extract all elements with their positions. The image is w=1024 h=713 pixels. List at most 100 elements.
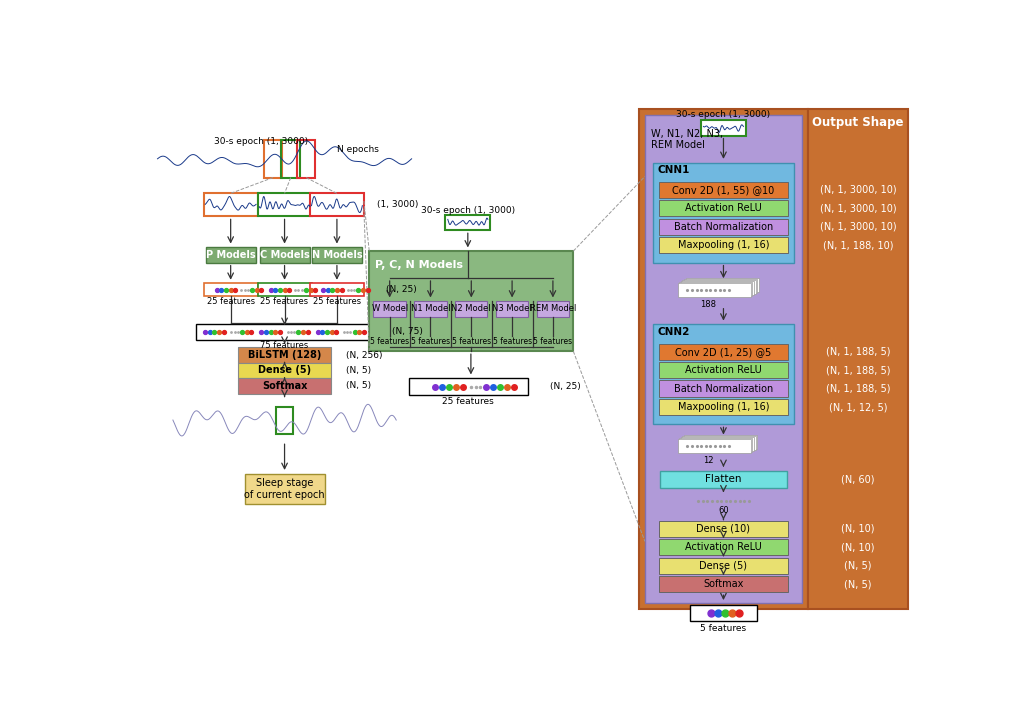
Text: 5 features: 5 features (700, 624, 746, 633)
Bar (679, 282, 753, 296)
Text: CNN2: CNN2 (657, 327, 689, 337)
Text: (N, 1, 3000, 10): (N, 1, 3000, 10) (820, 185, 897, 195)
Text: Activation ReLU: Activation ReLU (685, 365, 762, 375)
Bar (679, 438, 753, 452)
Text: (N, 1, 12, 5): (N, 1, 12, 5) (829, 402, 888, 412)
Text: 30-s epoch (1, 3000): 30-s epoch (1, 3000) (677, 110, 770, 118)
Text: 30-s epoch (1, 3000): 30-s epoch (1, 3000) (214, 138, 308, 146)
Bar (537, 301, 569, 317)
Text: Sleep stage
of current epoch: Sleep stage of current epoch (245, 478, 325, 500)
Text: Softmax: Softmax (262, 381, 307, 391)
Text: (N, 1, 188, 5): (N, 1, 188, 5) (826, 347, 891, 356)
Text: 5 features: 5 features (411, 337, 450, 346)
Bar (645, 115, 802, 603)
Bar (264, 140, 283, 178)
Text: Conv 2D (1, 55) @10: Conv 2D (1, 55) @10 (673, 185, 774, 195)
Text: Dense (5): Dense (5) (699, 560, 748, 570)
Text: (N, 5): (N, 5) (346, 381, 372, 390)
Bar (370, 251, 573, 352)
Bar (658, 200, 788, 217)
Text: Dense (5): Dense (5) (258, 366, 311, 376)
Bar (682, 280, 756, 294)
Text: 25 features: 25 features (207, 297, 255, 306)
Text: (N, 5): (N, 5) (845, 579, 872, 589)
Text: P Models: P Models (206, 250, 255, 260)
Text: Conv 2D (1, 25) @5: Conv 2D (1, 25) @5 (676, 347, 772, 356)
Bar (206, 247, 256, 262)
Bar (689, 605, 758, 622)
Bar (297, 140, 315, 178)
Text: (N, 25): (N, 25) (550, 382, 581, 391)
Text: CNN1: CNN1 (657, 165, 689, 175)
Text: 75 features: 75 features (260, 342, 308, 350)
Text: Output Shape: Output Shape (812, 116, 904, 129)
Text: (N, 10): (N, 10) (842, 542, 874, 552)
Bar (658, 381, 788, 396)
Text: 5 features: 5 features (452, 337, 490, 346)
Bar (652, 324, 795, 424)
Text: 5 features: 5 features (370, 337, 410, 346)
Bar (658, 237, 788, 253)
Text: Activation ReLU: Activation ReLU (685, 542, 762, 552)
Text: N Models: N Models (311, 250, 362, 260)
Text: N2 Model: N2 Model (452, 304, 492, 313)
Text: 12: 12 (702, 456, 714, 465)
Text: (N, 5): (N, 5) (346, 366, 372, 375)
Bar (658, 344, 788, 359)
Bar (681, 281, 754, 294)
Bar (196, 324, 377, 339)
Text: 5 features: 5 features (534, 337, 572, 346)
Bar (686, 278, 759, 292)
Bar (658, 182, 788, 198)
Text: W, N1, N2, N3,
REM Model: W, N1, N2, N3, REM Model (651, 128, 723, 150)
Bar (258, 193, 311, 217)
Bar (808, 108, 908, 609)
Text: (N, 60): (N, 60) (842, 474, 874, 484)
Text: 25 features: 25 features (442, 396, 494, 406)
Text: (1, 3000): (1, 3000) (377, 200, 419, 210)
Text: (N, 1, 3000, 10): (N, 1, 3000, 10) (820, 203, 897, 213)
Bar (658, 539, 788, 555)
Text: (N, 1, 188, 10): (N, 1, 188, 10) (823, 240, 894, 250)
Text: N3 Model: N3 Model (493, 304, 532, 313)
Text: (N, 1, 188, 5): (N, 1, 188, 5) (826, 365, 891, 375)
Text: 188: 188 (700, 299, 716, 309)
Text: (N, 5): (N, 5) (845, 560, 872, 570)
Text: (N, 1, 3000, 10): (N, 1, 3000, 10) (820, 222, 897, 232)
Bar (282, 140, 300, 178)
Bar (310, 193, 364, 217)
Text: Flatten: Flatten (706, 474, 741, 484)
Bar (639, 108, 808, 609)
Text: Maxpooling (1, 16): Maxpooling (1, 16) (678, 402, 769, 412)
Text: Softmax: Softmax (703, 579, 743, 589)
Text: (N, 25): (N, 25) (386, 285, 417, 294)
Text: Batch Normalization: Batch Normalization (674, 222, 773, 232)
Bar (658, 520, 788, 537)
Bar (652, 163, 795, 262)
Bar (496, 301, 528, 317)
Text: 25 features: 25 features (313, 297, 361, 306)
Bar (658, 219, 788, 235)
Bar (204, 193, 258, 217)
Bar (276, 407, 293, 434)
Bar (409, 378, 528, 395)
Text: Maxpooling (1, 16): Maxpooling (1, 16) (678, 240, 769, 250)
Bar (204, 284, 258, 296)
Bar (415, 301, 446, 317)
Bar (684, 436, 758, 449)
Text: (N, 256): (N, 256) (346, 351, 383, 359)
Bar (445, 215, 490, 230)
Bar (239, 347, 331, 363)
Bar (684, 279, 758, 293)
Bar (239, 363, 331, 378)
Text: 5 features: 5 features (493, 337, 531, 346)
Bar (681, 437, 754, 451)
Text: P, C, N Models: P, C, N Models (376, 260, 464, 270)
Bar (310, 284, 364, 296)
Bar (658, 362, 788, 378)
Bar (658, 558, 788, 574)
Bar (701, 120, 745, 135)
Text: (N, 1, 188, 5): (N, 1, 188, 5) (826, 384, 891, 394)
Text: Activation ReLU: Activation ReLU (685, 203, 762, 213)
Text: N1 Model: N1 Model (411, 304, 451, 313)
